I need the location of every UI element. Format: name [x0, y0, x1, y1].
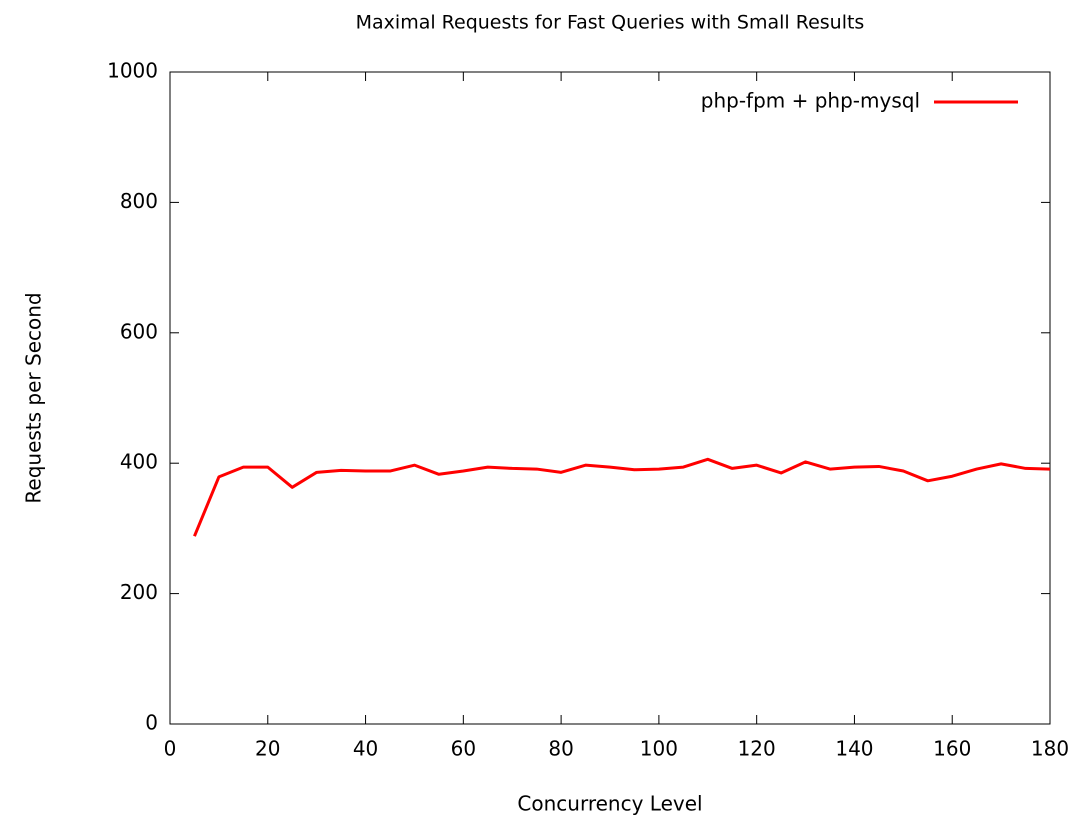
- legend-label: php-fpm + php-mysql: [701, 89, 920, 113]
- x-tick-label: 80: [548, 737, 573, 761]
- y-axis-label: Requests per Second: [22, 292, 46, 503]
- y-tick-label: 600: [120, 319, 158, 343]
- x-tick-label: 20: [255, 737, 280, 761]
- y-tick-label: 800: [120, 189, 158, 213]
- x-tick-label: 180: [1031, 737, 1069, 761]
- x-axis-label: Concurrency Level: [517, 792, 702, 816]
- chart-title: Maximal Requests for Fast Queries with S…: [356, 12, 865, 34]
- y-tick-label: 200: [120, 580, 158, 604]
- x-tick-label: 140: [835, 737, 873, 761]
- x-tick-label: 60: [451, 737, 476, 761]
- x-tick-label: 0: [164, 737, 177, 761]
- x-tick-label: 40: [353, 737, 378, 761]
- y-tick-label: 400: [120, 450, 158, 474]
- x-tick-label: 100: [640, 737, 678, 761]
- y-tick-label: 0: [145, 711, 158, 735]
- data-line: [193, 457, 1051, 537]
- x-tick-label: 120: [738, 737, 776, 761]
- plot-frame: [169, 71, 1051, 725]
- y-tick-label: 1000: [107, 59, 158, 83]
- x-tick-label: 160: [933, 737, 971, 761]
